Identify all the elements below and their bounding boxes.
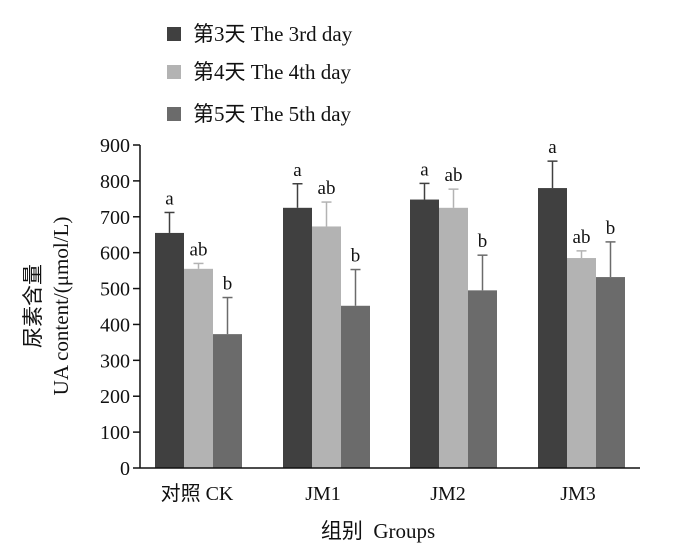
y-tick-label: 800 [100, 171, 130, 193]
y-tick-label: 200 [100, 386, 130, 408]
bar [213, 334, 242, 468]
y-tick-label: 600 [100, 243, 130, 265]
x-tick-label: JM2 [430, 483, 466, 505]
bar [468, 290, 497, 468]
significance-label: b [351, 246, 361, 267]
x-tick-label: JM3 [560, 483, 596, 505]
legend-swatch [167, 107, 181, 121]
bar [184, 268, 213, 468]
bar [410, 199, 439, 468]
significance-label: a [165, 188, 174, 209]
x-axis-ticks: 对照 CK JM1 JM2 JM3 [161, 482, 596, 505]
y-tick-label: 900 [100, 135, 130, 157]
legend-label: 第5天 The 5th day [193, 102, 352, 126]
bar [341, 305, 370, 468]
y-tick-label: 300 [100, 350, 130, 372]
bar [439, 207, 468, 469]
significance-label: ab [445, 165, 463, 186]
x-tick-label: 对照 CK [161, 482, 234, 505]
significance-label: b [606, 218, 616, 239]
axes [139, 145, 640, 469]
x-axis-label: 组别 Groups [321, 519, 435, 543]
significance-label: a [293, 160, 302, 181]
significance-label: a [548, 137, 557, 158]
y-axis-ticks: 0 100 200 300 400 500 600 700 800 900 [100, 135, 140, 480]
y-tick-label: 500 [100, 279, 130, 301]
bar [283, 207, 312, 469]
bar [155, 232, 184, 468]
significance-label: b [223, 274, 233, 295]
legend-swatch [167, 65, 181, 79]
y-tick-label: 700 [100, 207, 130, 229]
significance-label: b [478, 231, 488, 252]
significance-label: ab [318, 178, 336, 199]
significance-label: ab [573, 227, 591, 248]
y-tick-label: 400 [100, 314, 130, 336]
significance-label: a [420, 159, 429, 180]
x-tick-label: JM1 [305, 483, 341, 505]
bar [312, 226, 341, 468]
bar [596, 277, 625, 468]
significance-label: ab [190, 239, 208, 260]
y-axis-label-en: UA content/(μmol/L) [49, 217, 73, 396]
legend-label: 第4天 The 4th day [193, 60, 352, 84]
legend-swatch [167, 27, 181, 41]
chart-legend: 第3天 The 3rd day 第4天 The 4th day 第5天 The 5t… [167, 22, 353, 126]
bar [538, 188, 567, 469]
y-tick-label: 100 [100, 422, 130, 444]
y-axis-label-cn: 尿素含量 [21, 264, 45, 348]
legend-label: 第3天 The 3rd day [193, 22, 353, 46]
bar [567, 258, 596, 468]
y-tick-label: 0 [120, 458, 130, 480]
